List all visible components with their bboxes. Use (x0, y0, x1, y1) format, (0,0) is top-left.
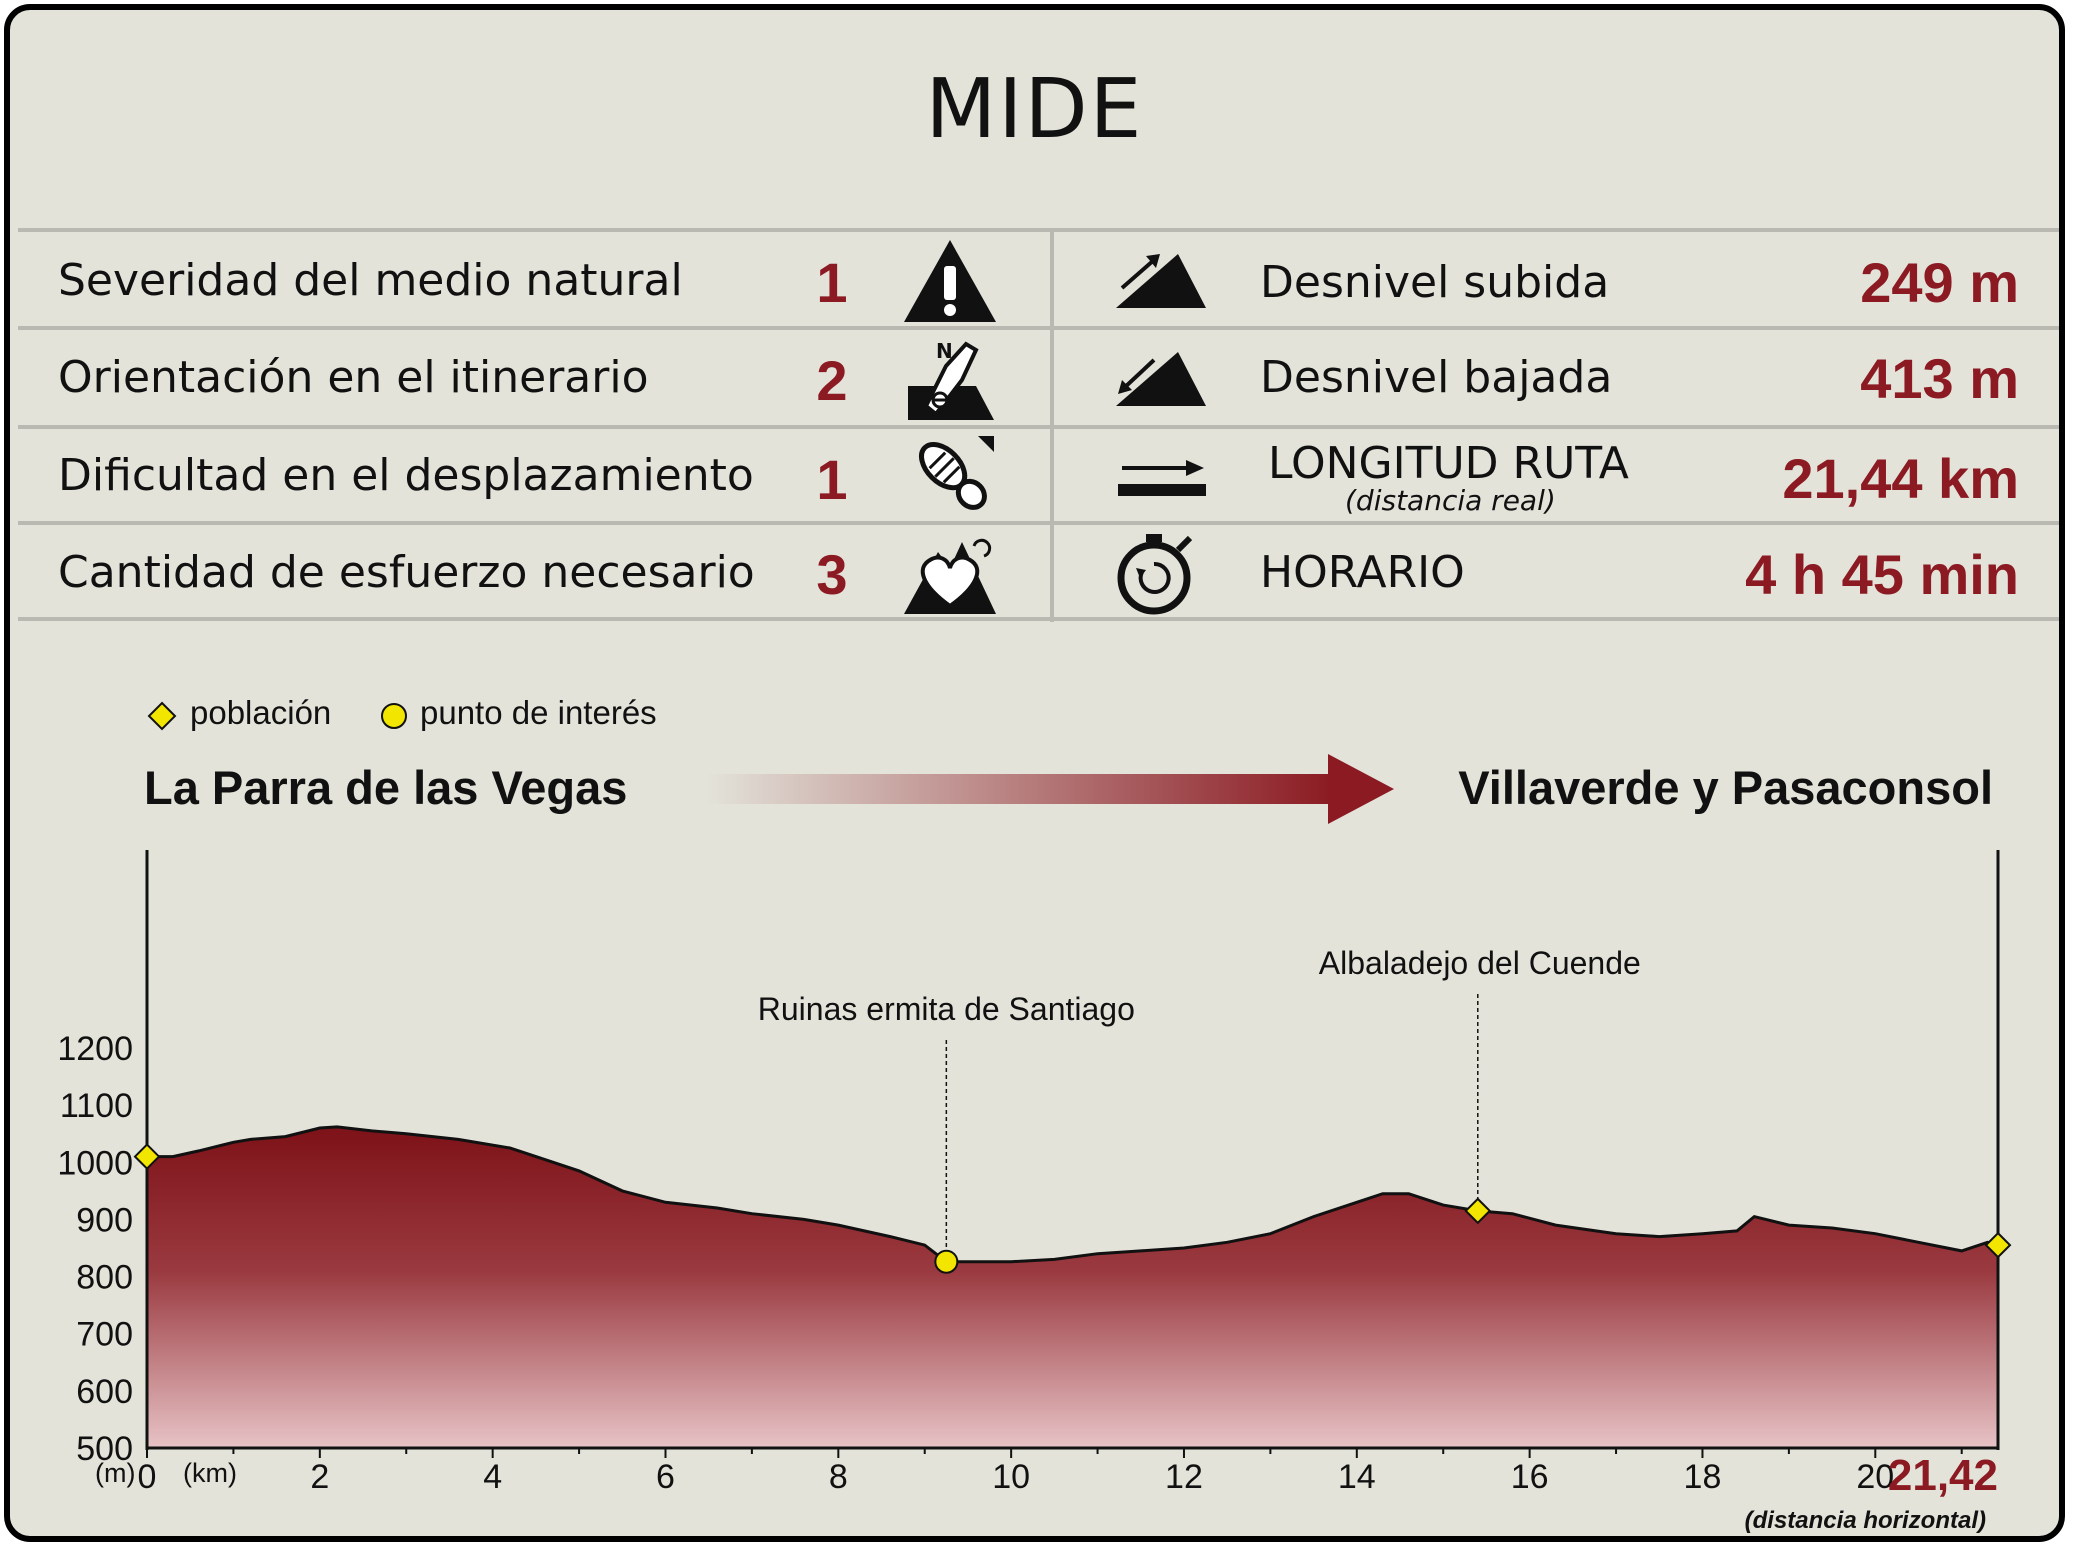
heart-effort-icon (904, 538, 996, 614)
stat-label-subida: Desnivel subida (1260, 257, 1610, 308)
table-divider (18, 228, 2059, 232)
annotation-label: Ruinas ermita de Santiago (758, 991, 1135, 1027)
x-tick-label: 20 (1856, 1458, 1894, 1496)
x-tick-label: 10 (992, 1458, 1030, 1496)
town-marker (1464, 1197, 1492, 1225)
town-legend-marker (147, 701, 177, 731)
table-column-divider (1050, 232, 1054, 622)
y-axis-unit: (m) (95, 1458, 135, 1488)
table-divider (18, 617, 2059, 621)
x-tick-label: 6 (656, 1458, 675, 1496)
mide-score-desplazamiento: 1 (816, 448, 848, 511)
x-tick-label: 16 (1511, 1458, 1549, 1496)
y-tick-label: 600 (76, 1373, 133, 1411)
x-end-label: 21,42 (1888, 1451, 1998, 1500)
y-tick-label: 1000 (57, 1144, 133, 1182)
town-marker (1984, 1231, 2012, 1259)
x-tick-label: 0 (138, 1458, 157, 1496)
elevation-profile-chart: 0 2 4 6 8 10 12 14 16 18 20 (km) 21,42 (distancia hor… (57, 850, 2012, 1534)
mide-score-orientacion: 2 (816, 349, 848, 412)
footprint-icon (919, 436, 994, 510)
stat-value-subida: 249 m (1860, 251, 2019, 314)
x-tick-label: 12 (1165, 1458, 1203, 1496)
stat-sublabel-longitud: (distancia real) (1345, 484, 1556, 517)
table-divider (18, 521, 2059, 525)
poi-legend-marker (381, 703, 407, 729)
mide-score-esfuerzo: 3 (816, 543, 848, 606)
x-tick-label: 2 (310, 1458, 329, 1496)
y-tick-label: 500 (76, 1430, 133, 1468)
table-divider (18, 425, 2059, 429)
stat-value-bajada: 413 m (1860, 347, 2019, 410)
mide-label-orientacion: Orientación en el itinerario (58, 352, 649, 403)
route-direction-arrow (706, 754, 1394, 824)
elevation-area (147, 1126, 1998, 1448)
x-tick-label: 18 (1684, 1458, 1722, 1496)
stat-label-bajada: Desnivel bajada (1260, 352, 1613, 403)
y-tick-label: 900 (76, 1201, 133, 1239)
y-tick-label: 1100 (60, 1087, 133, 1125)
legend-poi-label: punto de interés (420, 694, 657, 731)
town-marker (133, 1143, 161, 1170)
table-divider (18, 326, 2059, 330)
elevation-line (147, 1125, 1999, 1264)
x-tick-label: 8 (829, 1458, 848, 1496)
legend-town-label: población (190, 694, 332, 731)
mide-label-esfuerzo: Cantidad de esfuerzo necesario (58, 547, 755, 598)
route-end: Villaverde y Pasaconsol (1458, 761, 1993, 814)
annotation-label: Albaladejo del Cuende (1319, 945, 1641, 981)
page-title: MIDE (925, 62, 1144, 157)
mide-score-severidad: 1 (816, 251, 848, 314)
stat-value-longitud: 21,44 km (1782, 447, 2019, 510)
x-tick-label: 4 (483, 1458, 502, 1496)
descent-icon (1116, 352, 1206, 406)
stat-label-horario: HORARIO (1260, 547, 1465, 598)
mide-card: MIDE Severidad del medio natural 1 Orien… (4, 4, 2065, 1542)
compass-orientation-icon: N (908, 339, 994, 420)
route-start: La Parra de las Vegas (144, 761, 628, 814)
warning-icon (904, 240, 996, 322)
stat-label-longitud: LONGITUD RUTA (1268, 438, 1629, 489)
y-tick-label: 700 (76, 1316, 133, 1354)
stat-value-horario: 4 h 45 min (1745, 543, 2019, 606)
distance-arrow-icon (1118, 460, 1206, 496)
x-tick-label: 14 (1338, 1458, 1376, 1496)
x-end-note: (distancia horizontal) (1745, 1507, 1986, 1534)
x-axis-unit: (km) (183, 1458, 237, 1488)
ascent-icon (1116, 254, 1206, 308)
y-tick-label: 1200 (57, 1030, 133, 1068)
mide-label-desplazamiento: Dificultad en el desplazamiento (58, 450, 754, 501)
svg-text:N: N (936, 339, 953, 363)
poi-marker (934, 1249, 959, 1274)
mide-label-severidad: Severidad del medio natural (58, 255, 683, 306)
y-tick-label: 800 (76, 1259, 133, 1297)
stopwatch-icon (1117, 534, 1193, 615)
